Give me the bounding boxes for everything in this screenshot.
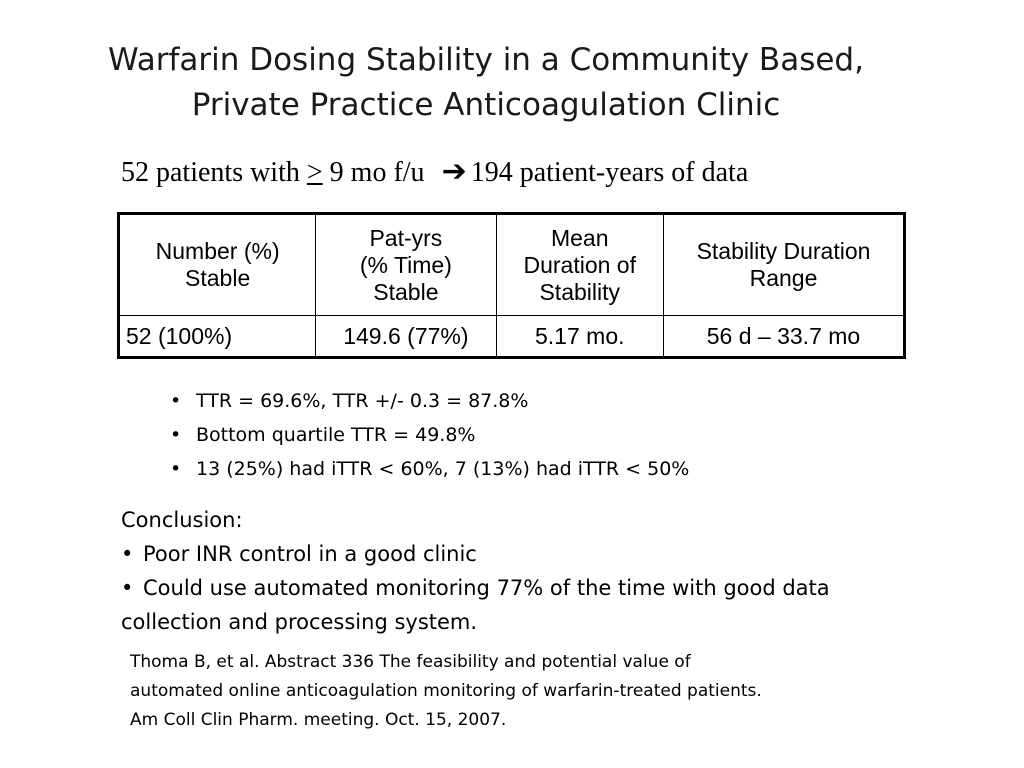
slide-subtitle: 52 patients with > 9 mo f/u ➔ 194 patient… bbox=[121, 152, 901, 193]
citation-line-1: Thoma B, et al. Abstract 336 The feasibi… bbox=[130, 652, 691, 672]
cell-mean-duration: 5.17 mo. bbox=[495, 315, 664, 358]
list-item: 13 (25%) had iTTR < 60%, 7 (13%) had iTT… bbox=[170, 452, 689, 486]
conclusion-heading: Conclusion: bbox=[121, 508, 243, 532]
table-header-row: Number (%) Stable Pat-yrs (% Time) Stabl… bbox=[117, 213, 905, 316]
slide-title: Warfarin Dosing Stability in a Community… bbox=[0, 38, 972, 128]
stability-table: Number (%) Stable Pat-yrs (% Time) Stabl… bbox=[117, 212, 906, 359]
table-row: 52 (100%) 149.6 (77%) 5.17 mo. 56 d – 33… bbox=[117, 315, 905, 358]
subtitle-result: 194 patient-years of data bbox=[470, 157, 749, 188]
header-mean-duration: Mean Duration of Stability bbox=[495, 213, 664, 316]
cell-pat-yrs: 149.6 (77%) bbox=[315, 315, 497, 358]
header-number-stable: Number (%) Stable bbox=[117, 213, 317, 316]
header-pat-yrs-stable: Pat-yrs (% Time) Stable bbox=[315, 213, 497, 316]
subtitle-text-before: 52 patients with bbox=[121, 157, 307, 188]
conclusion-point: Could use automated monitoring 77% of th… bbox=[121, 571, 921, 639]
list-item: TTR = 69.6%, TTR +/- 0.3 = 87.8% bbox=[170, 384, 689, 418]
conclusion-section: Conclusion: Poor INR control in a good c… bbox=[121, 503, 921, 639]
right-arrow-icon: ➔ bbox=[441, 155, 467, 188]
greater-equal-symbol: > bbox=[306, 157, 323, 188]
cell-number-stable: 52 (100%) bbox=[117, 315, 317, 358]
slide-title-line-1: Warfarin Dosing Stability in a Community… bbox=[108, 42, 864, 78]
citation-line-3: Am Coll Clin Pharm. meeting. Oct. 15, 20… bbox=[130, 710, 507, 730]
citation: Thoma B, et al. Abstract 336 The feasibi… bbox=[130, 648, 950, 735]
citation-line-2: automated online anticoagulation monitor… bbox=[130, 681, 762, 701]
header-duration-range: Stability Duration Range bbox=[663, 213, 905, 316]
subtitle-text-after: 9 mo f/u bbox=[322, 157, 425, 188]
list-item: Bottom quartile TTR = 49.8% bbox=[170, 418, 689, 452]
cell-duration-range: 56 d – 33.7 mo bbox=[663, 315, 905, 358]
conclusion-point: Poor INR control in a good clinic bbox=[121, 537, 921, 571]
slide-title-line-2: Private Practice Anticoagulation Clinic bbox=[191, 87, 781, 123]
ttr-bullet-list: TTR = 69.6%, TTR +/- 0.3 = 87.8% Bottom … bbox=[170, 384, 689, 486]
